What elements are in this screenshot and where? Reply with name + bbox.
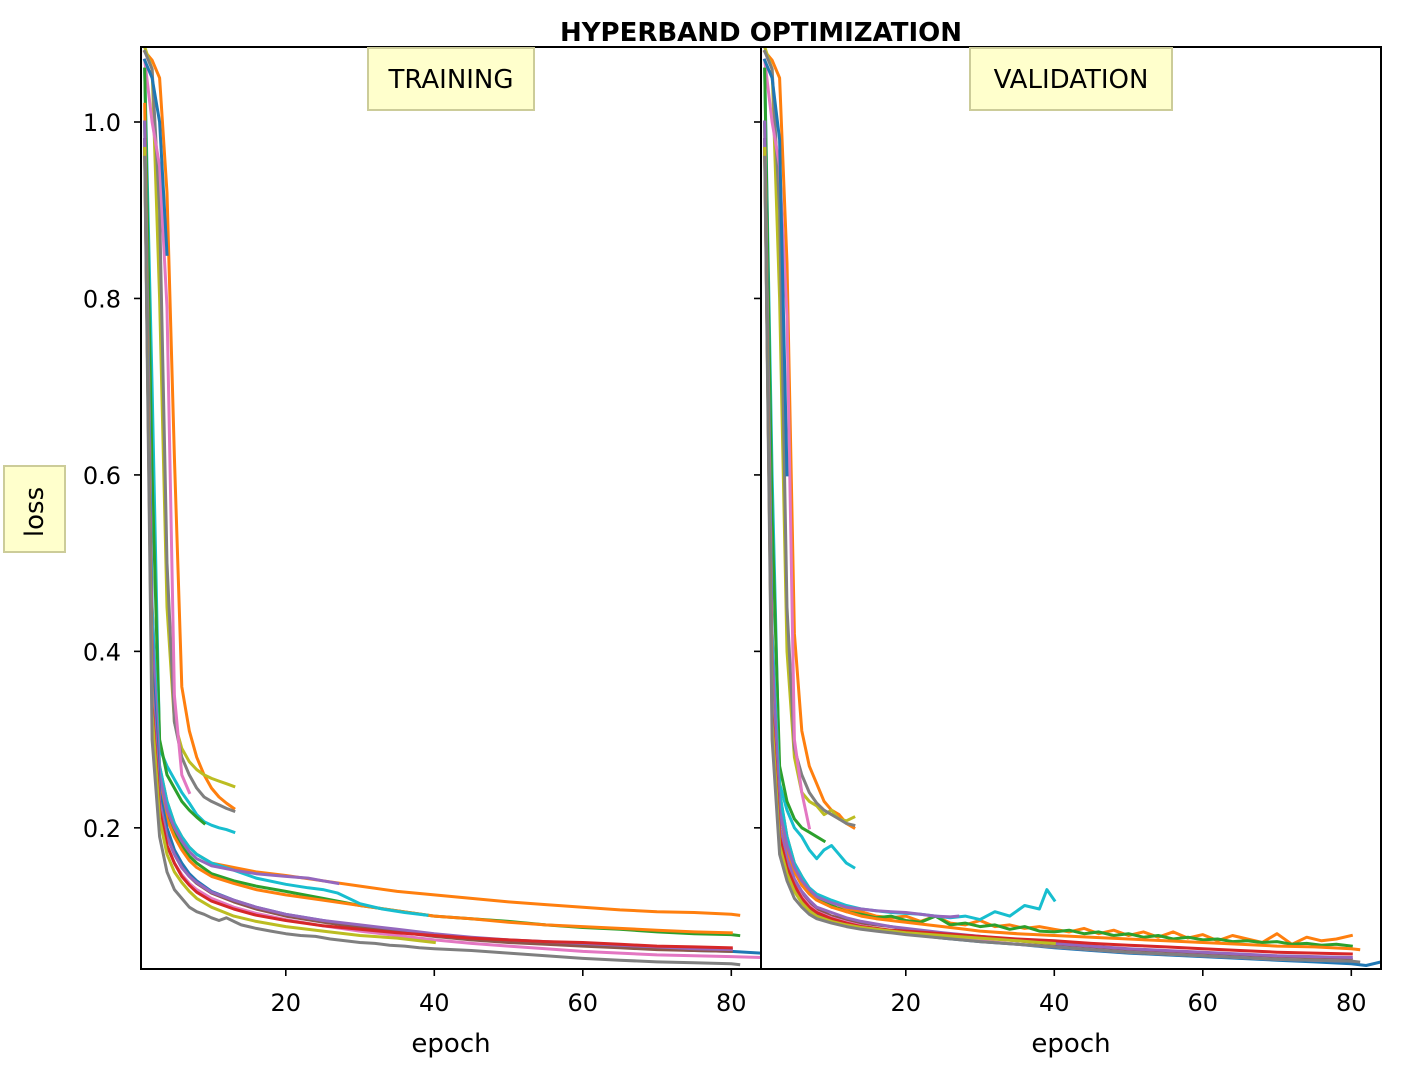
series-line-3	[762, 49, 856, 828]
panel-title: VALIDATION	[994, 65, 1149, 95]
x-tick-label: 60	[568, 989, 599, 1017]
series-line-7	[762, 58, 789, 477]
x-tick-label: 40	[1039, 989, 1070, 1017]
series-line-11	[143, 120, 429, 917]
series-line-6	[763, 67, 827, 844]
y-tick-label: 0.4	[83, 638, 121, 666]
x-tick-label: 80	[716, 989, 747, 1017]
series-line-16	[763, 146, 1353, 963]
x-axis-label: epoch	[411, 1029, 490, 1059]
series-line-10	[143, 120, 733, 935]
y-tick-label: 0.2	[83, 815, 121, 843]
series-line-18	[763, 146, 1056, 945]
series-line-1	[142, 49, 236, 811]
series-line-1	[762, 49, 856, 830]
series-line-2	[143, 47, 236, 789]
series-line-15	[143, 138, 733, 952]
series-line-14	[763, 138, 1353, 961]
series-line-3	[142, 49, 236, 814]
series-lines	[762, 47, 1381, 967]
y-axis-label-box: loss	[3, 465, 66, 553]
series-line-7	[142, 58, 169, 256]
validation-panel: 20 40 60 80 epoch VALIDATION	[754, 46, 1382, 1059]
panel-title-box	[969, 47, 1173, 111]
series-line-19	[763, 155, 1361, 964]
y-tick-label: 0.8	[83, 285, 121, 313]
series-line-19	[143, 155, 741, 967]
series-line-17	[763, 146, 1353, 956]
series-line-16	[143, 146, 761, 960]
series-line-13	[763, 138, 1381, 967]
x-tick-label: 80	[1336, 989, 1367, 1017]
series-line-12	[143, 120, 340, 886]
series-line-14	[143, 138, 733, 953]
y-axis-label: loss	[20, 487, 50, 537]
series-line-13	[143, 138, 761, 955]
panel-title-box	[367, 47, 535, 111]
series-line-5	[143, 58, 192, 795]
plot-frame	[760, 46, 1382, 970]
x-tick-label: 60	[1188, 989, 1219, 1017]
series-line-8	[763, 120, 1354, 946]
series-line-9	[143, 120, 741, 938]
x-tick-label: 40	[419, 989, 450, 1017]
series-line-6	[143, 67, 207, 826]
x-tick-label: 20	[891, 989, 922, 1017]
y-tick-label: 1.0	[83, 109, 121, 137]
series-line-10	[763, 120, 1361, 952]
panel-title: TRAINING	[387, 65, 513, 95]
series-line-9	[763, 120, 1353, 948]
x-axis-label: epoch	[1031, 1029, 1110, 1059]
y-tick-label: 0.6	[83, 462, 121, 490]
series-lines	[142, 47, 761, 967]
x-tick-label: 20	[271, 989, 302, 1017]
series-line-18	[143, 146, 436, 945]
chart-title: HYPERBAND OPTIMIZATION	[560, 18, 962, 48]
series-line-8	[143, 102, 741, 917]
series-line-12	[763, 120, 960, 919]
series-line-17	[143, 146, 733, 950]
training-panel: 20 40 60 80 0.2 0.4 0.6 0.8 1.0 epoch TRAINING	[83, 46, 762, 1059]
series-line-15	[763, 138, 1353, 960]
series-line-5	[763, 58, 812, 830]
